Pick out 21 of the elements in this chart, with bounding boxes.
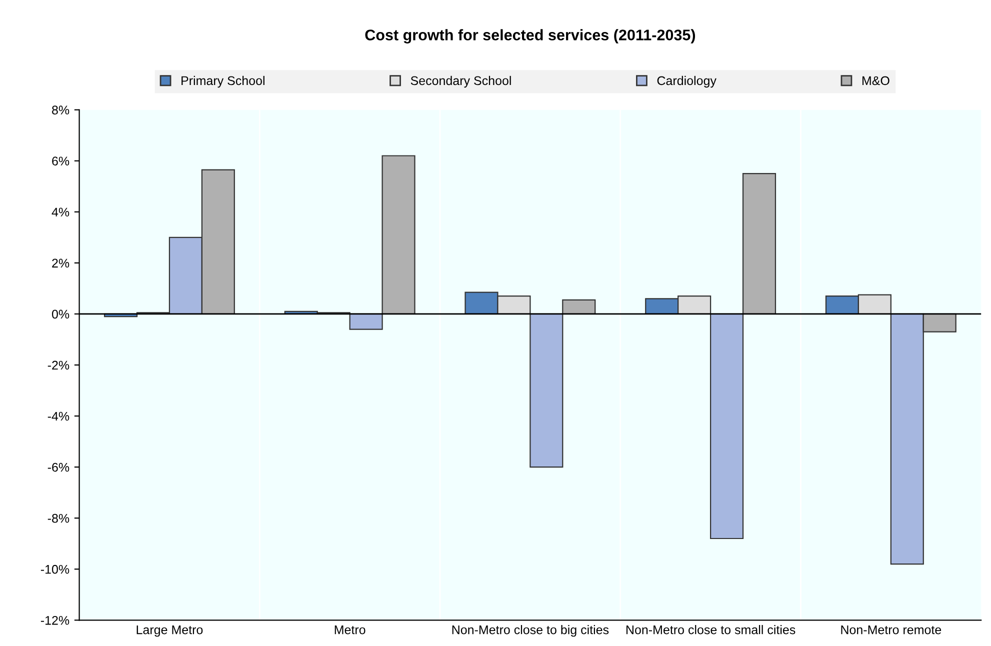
legend-label: Cardiology [657,76,716,88]
legend-label: Secondary School [410,76,511,88]
y-tick-label: -8% [48,514,70,523]
y-tick-label: -10% [40,564,70,574]
y-tick-label: -2% [48,360,70,370]
y-tick-label: 8% [52,106,70,114]
x-tick-label: Non-Metro remote [841,625,942,634]
chart-title: Cost growth for selected services (2011-2035) [365,29,696,44]
legend-label: Primary School [182,76,264,88]
y-tick-label: -12% [40,616,70,625]
y-tick-label: 2% [52,258,70,268]
legend-label: M&O [862,76,890,86]
x-tick-label: Non-Metro close to small cities [626,625,796,634]
x-tick-label: Metro [334,625,366,634]
x-tick-label: Non-Metro close to big cities [452,625,609,637]
y-tick-label: 6% [52,156,70,166]
x-tick-label: Large Metro [136,625,203,637]
y-tick-label: -4% [48,412,70,421]
y-tick-label: 0% [52,310,70,319]
y-tick-label: 4% [52,208,70,216]
y-tick-label: -6% [48,462,70,472]
